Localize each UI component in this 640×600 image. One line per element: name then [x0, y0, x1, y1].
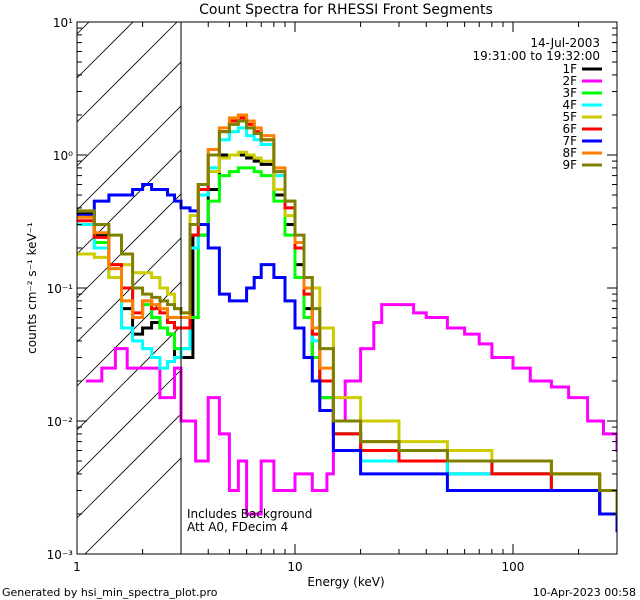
legend-label-8f: 8F	[562, 146, 577, 160]
y-tick-label: 10⁻³	[47, 548, 74, 562]
series-group	[77, 113, 617, 533]
legend-label-5f: 5F	[562, 110, 577, 124]
series-line-9f	[77, 119, 617, 516]
legend-label-7f: 7F	[562, 134, 577, 148]
x-tick-label: 1	[73, 560, 81, 574]
legend-label-2f: 2F	[562, 74, 577, 88]
series-line-3f	[77, 166, 617, 533]
hatch-line	[77, 369, 182, 475]
chart-title: Count Spectra for RHESSI Front Segments	[199, 2, 493, 18]
x-axis-label: Energy (keV)	[307, 575, 384, 589]
hatch-line	[77, 61, 182, 167]
legend-label-1f: 1F	[562, 62, 577, 76]
y-tick-label: 10¹	[53, 16, 73, 30]
series-line-7f	[77, 183, 617, 533]
hatch-line	[77, 413, 182, 519]
legend-label-3f: 3F	[562, 86, 577, 100]
hatch-line	[77, 149, 182, 255]
y-tick-label: 10⁻²	[47, 415, 74, 429]
hatch-line	[77, 237, 182, 343]
date-label: 14-Jul-2003	[530, 36, 600, 50]
legend-label-4f: 4F	[562, 98, 577, 112]
y-tick-label: 10⁰	[53, 149, 73, 163]
hatch-line	[77, 193, 182, 299]
annotation-background: Includes Background	[187, 507, 312, 521]
series-line-4f	[77, 126, 617, 533]
time-range-label: 19:31:00 to 19:32:00	[473, 49, 600, 63]
footer-generated-by: Generated by hsi_min_spectra_plot.pro	[2, 586, 218, 599]
series-line-2f	[86, 303, 617, 516]
series-line-8f	[77, 113, 617, 516]
x-tick-label: 100	[502, 560, 525, 574]
hatched-region	[77, 22, 182, 554]
legend-label-6f: 6F	[562, 122, 577, 136]
y-tick-label: 10⁻¹	[47, 282, 74, 296]
axes: 1 10 100 10⁻³ 10⁻² 10⁻¹ 10⁰ 10¹	[47, 16, 618, 574]
y-axis-label: counts cm⁻² s⁻¹ keV⁻¹	[25, 222, 39, 354]
hatch-line	[77, 105, 182, 211]
hatch-line	[77, 22, 178, 123]
legend-label-9f: 9F	[562, 158, 577, 172]
hatch-line	[77, 325, 182, 431]
annotation-attenuator: Att A0, FDecim 4	[187, 520, 288, 534]
footer-timestamp: 10-Apr-2023 00:58	[533, 586, 636, 599]
x-tick-label: 10	[287, 560, 302, 574]
hatch-line	[84, 457, 182, 554]
